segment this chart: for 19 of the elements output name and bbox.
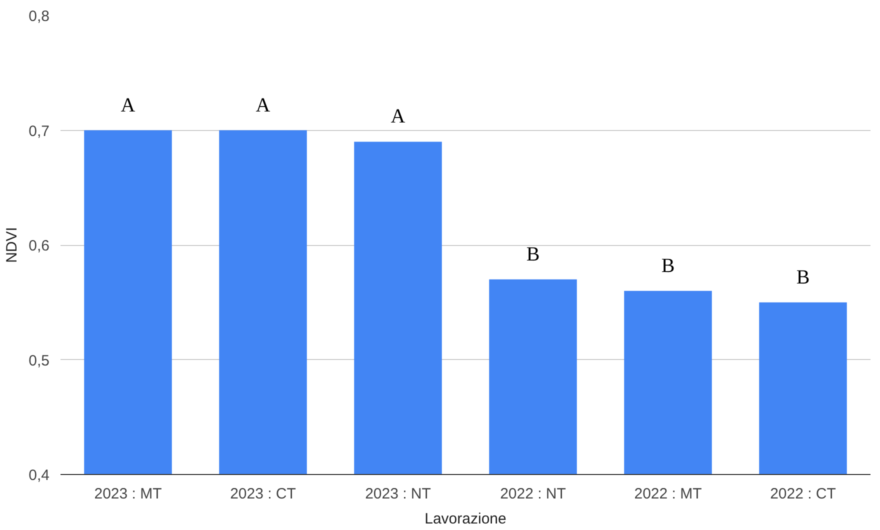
annotation: B	[796, 266, 810, 288]
annotation: B	[526, 243, 540, 266]
annotation: A	[390, 106, 406, 128]
y-tick-label: 0,8	[28, 8, 50, 25]
x-tick-label: 2022 : CT	[770, 486, 836, 502]
y-tick-label: 0,6	[28, 238, 50, 254]
x-tick-label: 2022 : NT	[500, 486, 566, 502]
x-tick-label: 2023 : NT	[365, 486, 431, 502]
annotation: A	[120, 94, 136, 116]
x-axis-title: Lavorazione	[424, 510, 506, 528]
x-tick-label: 2023 : CT	[230, 486, 296, 502]
annotation: A	[256, 94, 271, 116]
x-tick-label: 2023 : MT	[94, 486, 162, 502]
y-tick-label: 0,4	[28, 467, 50, 484]
annotation: B	[661, 254, 675, 277]
y-axis-title: NDVI	[4, 227, 21, 263]
y-tick-label: 0,7	[28, 122, 50, 140]
x-tick-label: 2022 : MT	[634, 486, 702, 502]
y-tick-label: 0,5	[28, 352, 50, 370]
